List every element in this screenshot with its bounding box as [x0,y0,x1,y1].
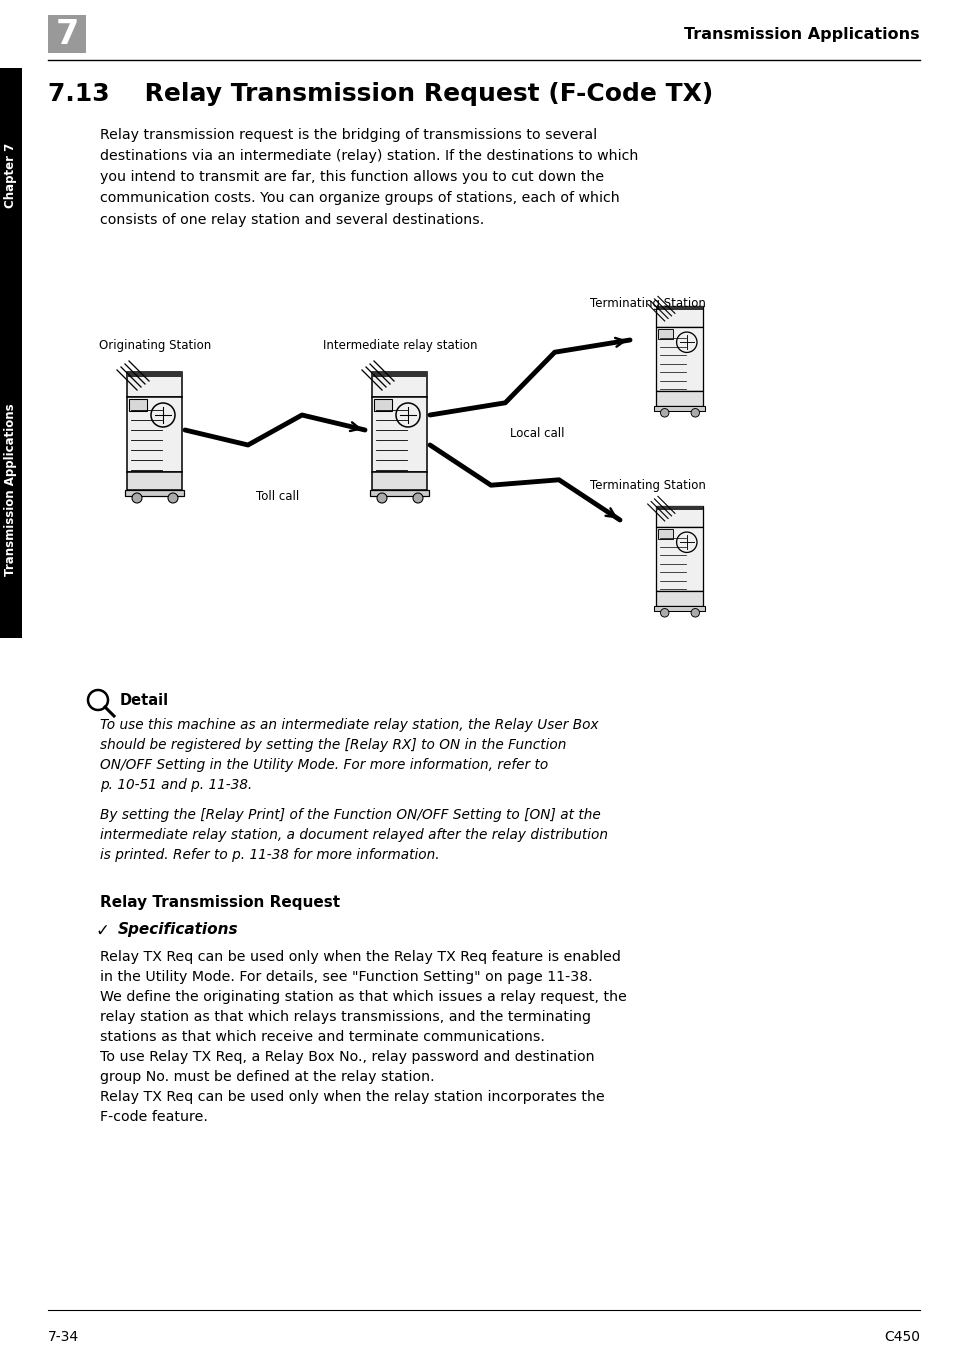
Bar [656,306,702,310]
Text: Terminating Station: Terminating Station [589,297,705,310]
Circle shape [413,493,422,503]
Bar [0,68,22,638]
Bar [656,306,702,327]
Bar [656,391,702,406]
Bar [658,329,673,339]
Text: Local call: Local call [510,427,564,439]
Text: Relay TX Req can be used only when the Relay TX Req feature is enabled
in the Ut: Relay TX Req can be used only when the R… [100,950,626,1125]
Text: Transmission Applications: Transmission Applications [683,27,919,42]
Text: Terminating Station: Terminating Station [589,479,705,492]
Bar [656,327,702,391]
Text: Relay Transmission Request: Relay Transmission Request [100,895,340,910]
Bar [656,506,702,527]
Text: Toll call: Toll call [256,489,299,503]
Circle shape [690,408,699,416]
Bar [372,397,427,472]
Bar [127,372,182,397]
Bar [656,506,702,510]
Bar [374,399,392,411]
Text: Specifications: Specifications [118,922,238,937]
Bar [129,399,147,411]
Text: Transmission Applications: Transmission Applications [5,404,17,576]
Text: To use this machine as an intermediate relay station, the Relay User Box
should : To use this machine as an intermediate r… [100,718,598,792]
Text: By setting the [Relay Print] of the Function ON/OFF Setting to [ON] at the
inter: By setting the [Relay Print] of the Func… [100,808,607,863]
Bar [127,397,182,472]
Bar [127,372,182,377]
Text: Originating Station: Originating Station [99,339,211,352]
Bar [658,529,673,539]
Text: ✓: ✓ [96,922,110,940]
Bar [370,489,429,496]
Bar [654,606,704,611]
Circle shape [132,493,142,503]
Text: 7: 7 [55,18,78,50]
Text: Chapter 7: Chapter 7 [5,142,17,208]
Circle shape [659,408,668,416]
Bar [656,527,702,591]
Bar [654,406,704,411]
Text: Intermediate relay station: Intermediate relay station [322,339,476,352]
Bar [48,15,86,53]
Text: 7-34: 7-34 [48,1330,79,1344]
Circle shape [690,608,699,617]
Bar [127,472,182,489]
Bar [372,472,427,489]
Circle shape [168,493,178,503]
Circle shape [376,493,387,503]
Circle shape [659,608,668,617]
Text: C450: C450 [883,1330,919,1344]
Bar [125,489,184,496]
Bar [372,372,427,397]
Bar [372,372,427,377]
Text: 7.13    Relay Transmission Request (F-Code TX): 7.13 Relay Transmission Request (F-Code … [48,82,713,105]
Bar [656,591,702,606]
Text: Detail: Detail [120,694,169,708]
Text: Relay transmission request is the bridging of transmissions to several
destinati: Relay transmission request is the bridgi… [100,128,638,227]
